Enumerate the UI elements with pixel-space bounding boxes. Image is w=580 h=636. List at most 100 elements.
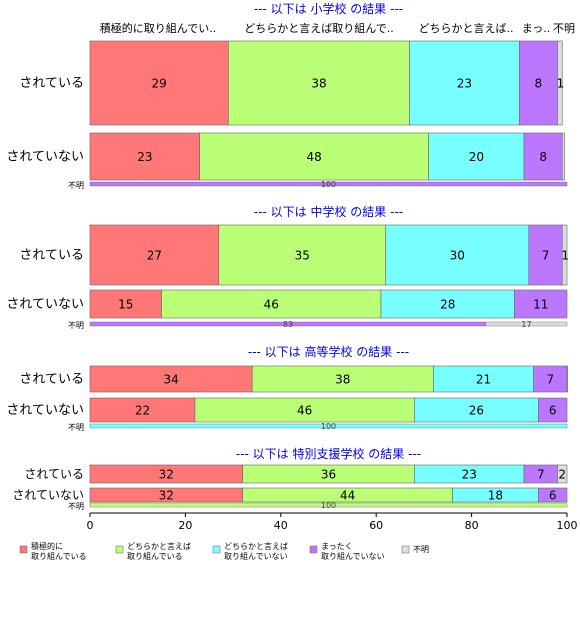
bar-segment xyxy=(533,365,568,393)
row-label: されている xyxy=(19,248,84,263)
row-label: されている xyxy=(19,372,84,387)
bar-segment xyxy=(428,132,525,181)
bar-segment xyxy=(161,289,382,319)
row-label: されていない xyxy=(6,297,84,312)
bar-segment xyxy=(380,289,515,319)
data-label: 21 xyxy=(476,373,491,387)
bar-segment xyxy=(89,224,220,286)
bar-segment xyxy=(557,464,568,484)
legend-swatch xyxy=(115,545,124,554)
bar-segment xyxy=(228,40,410,126)
data-label: 7 xyxy=(542,249,550,263)
data-label: 100 xyxy=(321,501,336,510)
data-label: 46 xyxy=(297,404,312,418)
data-label: 23 xyxy=(137,150,152,164)
bar-segment xyxy=(514,289,568,319)
data-label: 48 xyxy=(307,150,322,164)
data-label: 6 xyxy=(549,489,557,503)
bar-segment xyxy=(557,40,563,126)
data-label: 83 xyxy=(283,320,293,329)
column-header: どちらかと言えば.. xyxy=(419,22,514,35)
bar-segment xyxy=(199,132,429,181)
legend-swatch xyxy=(19,545,28,554)
data-label: 23 xyxy=(457,77,472,91)
data-label: 2 xyxy=(558,468,566,482)
data-label: 30 xyxy=(450,249,465,263)
bar-segment xyxy=(89,397,196,423)
bar-segment xyxy=(566,365,568,393)
bar-segment xyxy=(561,132,565,181)
row-label: 不明 xyxy=(68,423,84,432)
legend-swatch xyxy=(309,545,318,554)
x-tick-label: 80 xyxy=(465,519,479,532)
data-label: 29 xyxy=(152,77,167,91)
column-header: 積極的に取り組んでい.. xyxy=(100,21,216,35)
legend-label: まったく xyxy=(321,542,353,551)
bar-segment xyxy=(251,365,434,393)
data-label: 23 xyxy=(462,468,477,482)
legend-label: どちらかと言えば xyxy=(224,541,288,551)
panel-title: --- 以下は 中学校 の結果 --- xyxy=(254,204,403,219)
bar-segment xyxy=(561,224,568,286)
data-label: 38 xyxy=(335,373,350,387)
x-tick-label: 40 xyxy=(274,519,288,532)
data-label: 6 xyxy=(549,404,557,418)
data-label: 100 xyxy=(321,422,336,431)
legend-label: 取り組んでいない xyxy=(224,551,288,561)
data-label: 38 xyxy=(311,77,326,91)
column-header: まっ.. xyxy=(522,22,551,35)
data-label: 28 xyxy=(440,298,455,312)
legend-label: 取り組んでいる xyxy=(127,551,183,561)
row-label: されていない xyxy=(6,403,84,418)
x-tick-label: 100 xyxy=(557,519,578,532)
x-tick-label: 0 xyxy=(87,519,94,532)
row-label: 不明 xyxy=(68,502,84,511)
bar-segment xyxy=(385,224,530,286)
legend-swatch xyxy=(212,545,221,554)
legend-label: 不明 xyxy=(413,545,429,554)
row-label: されていない xyxy=(6,150,84,165)
bar-segment xyxy=(89,502,568,508)
legend-label: 積極的に xyxy=(31,541,63,551)
data-label: 15 xyxy=(118,298,133,312)
row-label: 不明 xyxy=(68,181,84,190)
bar-segment xyxy=(538,487,568,503)
bar-segment xyxy=(89,289,162,319)
column-header: 不明 xyxy=(553,22,575,35)
legend-label: どちらかと言えば xyxy=(127,541,191,551)
data-label: 8 xyxy=(535,77,543,91)
panel-title: --- 以下は 高等学校 の結果 --- xyxy=(248,344,409,359)
data-label: 27 xyxy=(147,249,162,263)
bar-segment xyxy=(518,40,558,126)
data-label: 11 xyxy=(533,298,548,312)
data-label: 35 xyxy=(295,249,310,263)
data-label: 1 xyxy=(557,77,565,91)
data-label: 22 xyxy=(135,404,150,418)
bar-segment xyxy=(485,321,568,327)
bar-segment xyxy=(89,132,201,181)
data-label: 36 xyxy=(321,468,336,482)
data-label: 1 xyxy=(561,249,569,263)
bar-segment xyxy=(414,397,539,423)
x-tick-label: 20 xyxy=(178,519,192,532)
legend-swatch xyxy=(401,545,410,554)
data-label: 100 xyxy=(321,180,336,189)
column-header: どちらかと言えば取り組んで.. xyxy=(244,22,393,35)
data-label: 46 xyxy=(264,298,279,312)
bar-segment xyxy=(218,224,387,286)
panel-title: --- 以下は 特別支援学校 の結果 --- xyxy=(236,446,421,461)
data-label: 17 xyxy=(521,320,531,329)
legend-label: 取り組んでいる xyxy=(31,551,87,561)
data-label: 32 xyxy=(159,489,174,503)
bar-segment xyxy=(89,181,568,187)
bar-segment xyxy=(523,132,563,181)
row-label: されていない xyxy=(12,488,84,502)
data-label: 44 xyxy=(340,489,355,503)
row-label: されている xyxy=(24,467,84,481)
row-label: 不明 xyxy=(68,321,84,330)
data-label: 7 xyxy=(546,373,554,387)
bar-segment xyxy=(528,224,563,286)
bar-segment xyxy=(89,40,229,126)
data-label: 7 xyxy=(537,468,545,482)
